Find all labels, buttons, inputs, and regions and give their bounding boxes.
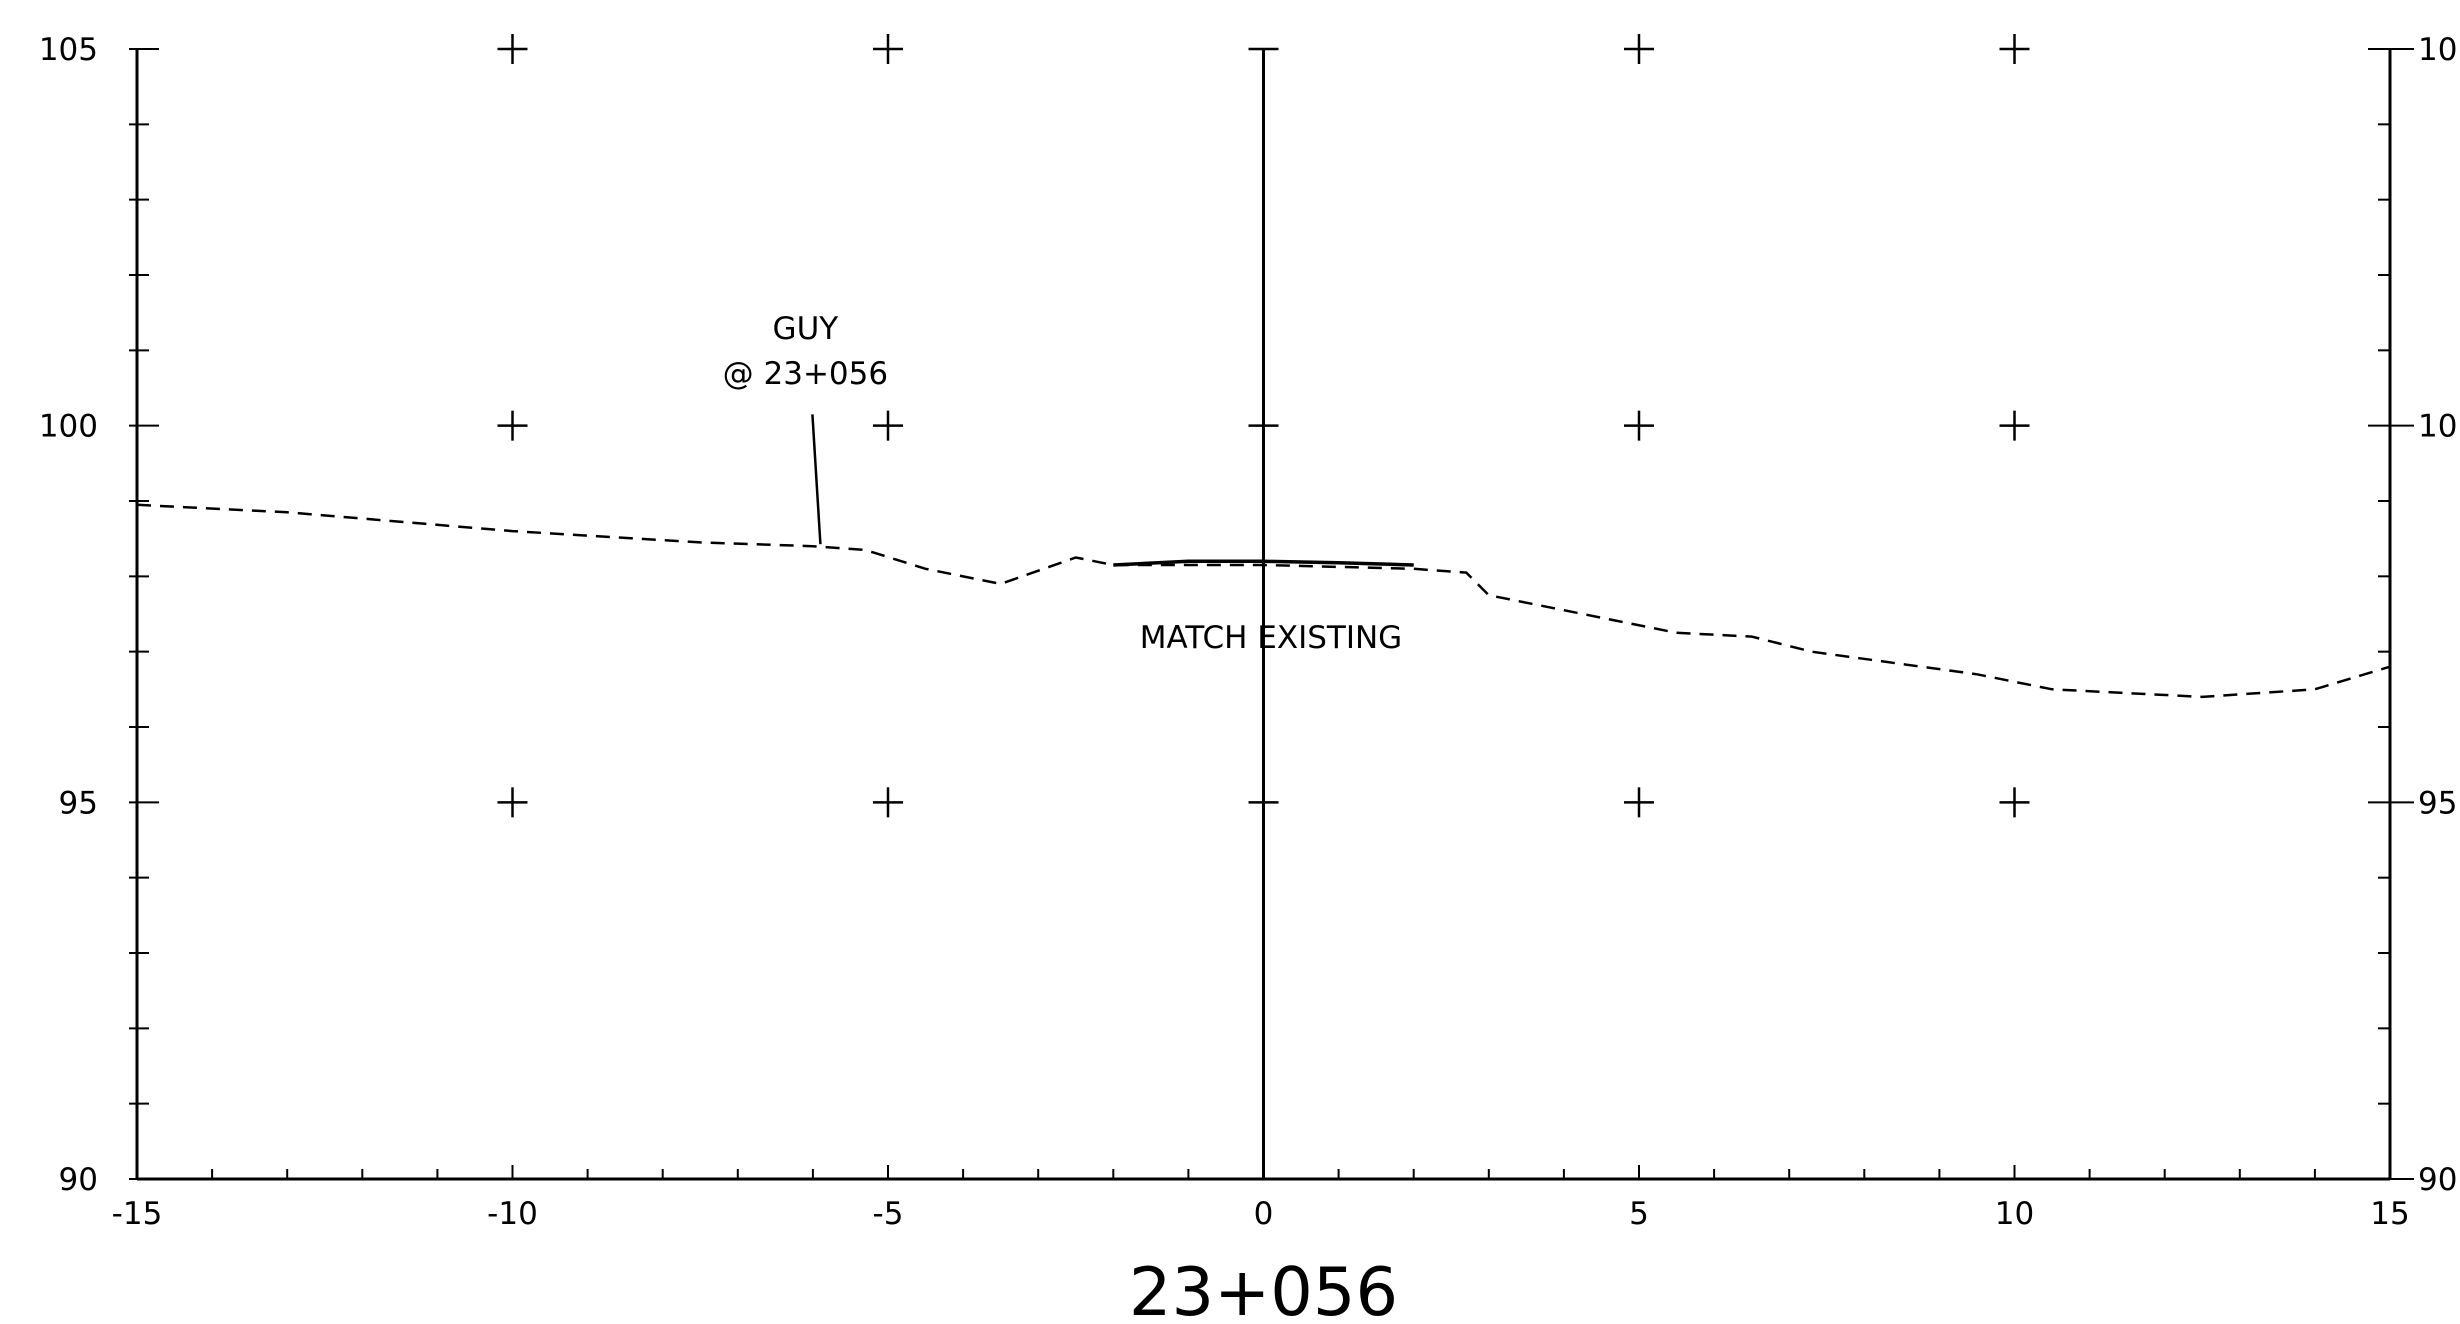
y-tick-label-right: 90 xyxy=(2418,1162,2457,1198)
y-tick-label-left: 100 xyxy=(39,409,98,445)
y-tick-label-left: 95 xyxy=(59,785,98,821)
minor-ticks xyxy=(129,48,2414,1180)
y-tick-label-left: 105 xyxy=(39,32,98,68)
x-tick-label: -15 xyxy=(112,1196,163,1232)
y-tick-label-left: 90 xyxy=(59,1162,98,1198)
guy-station-label: @ 23+056 xyxy=(723,356,888,392)
x-tick-label: 10 xyxy=(1995,1196,2034,1232)
x-tick-label: 0 xyxy=(1254,1196,1274,1232)
x-tick-label: 5 xyxy=(1629,1196,1649,1232)
station-label: 23+056 xyxy=(1129,1253,1398,1324)
guy-label: GUY xyxy=(773,311,839,347)
existing-ground-line xyxy=(136,503,2391,699)
y-tick-label-right: 10 xyxy=(2418,32,2457,68)
match-existing-label: MATCH EXISTING xyxy=(1140,620,1402,656)
grid-crosses xyxy=(497,34,2030,818)
y-tick-label-right: 95 xyxy=(2418,785,2457,821)
y-tick-label-right: 10 xyxy=(2418,409,2457,445)
guy-leader-line xyxy=(811,414,822,545)
x-tick-label: -5 xyxy=(873,1196,904,1232)
x-tick-label: 15 xyxy=(2370,1196,2409,1232)
series-layer xyxy=(136,503,2391,699)
x-tick-label: -10 xyxy=(487,1196,538,1232)
match-existing-line xyxy=(1113,559,1414,567)
